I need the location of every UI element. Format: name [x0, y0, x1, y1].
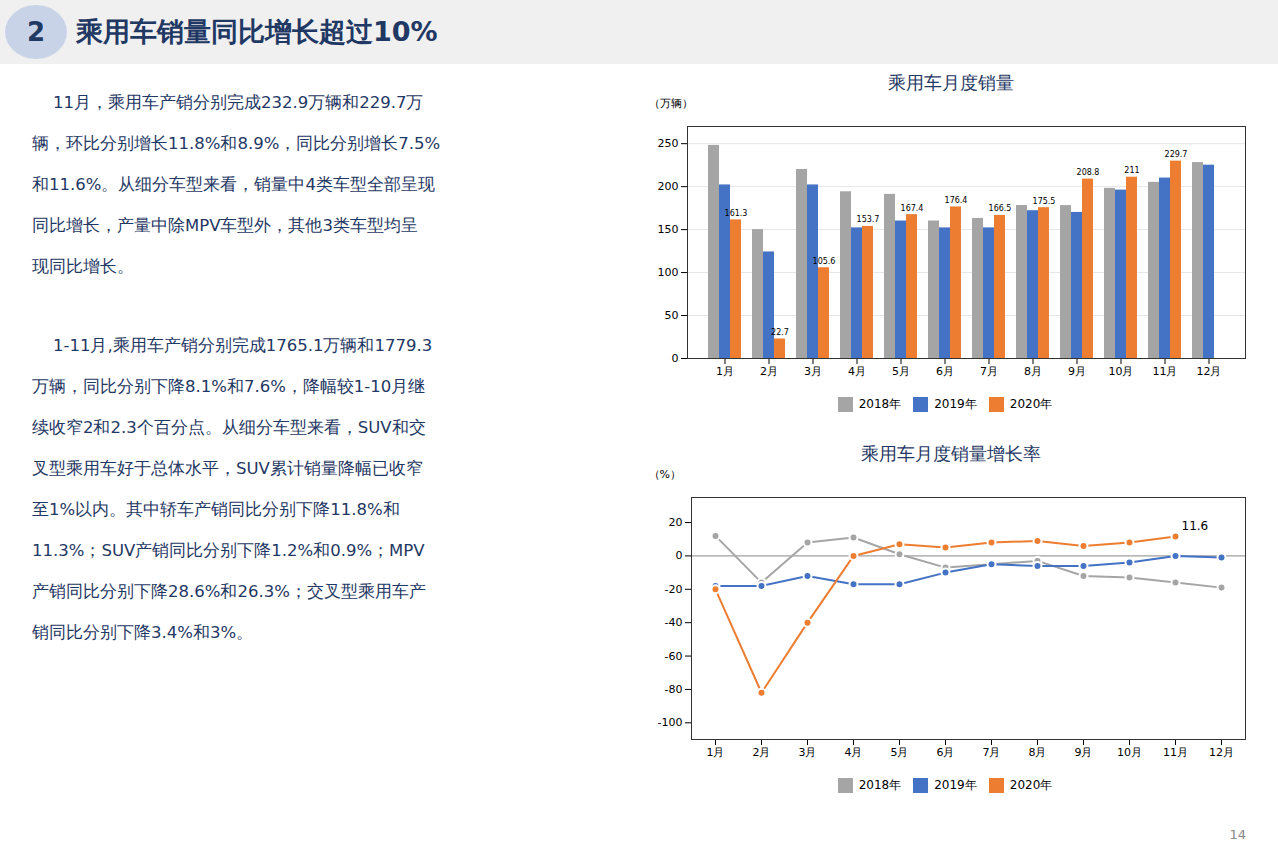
html-text:乘用车月度销量: 乘用车月度销量 — [888, 72, 1014, 93]
svg-text:208.8: 208.8 — [1077, 168, 1100, 177]
svg-text:167.4: 167.4 — [901, 204, 924, 213]
svg-text:-100: -100 — [658, 716, 683, 729]
svg-text:4月: 4月 — [845, 746, 863, 759]
svg-text:200: 200 — [658, 180, 679, 193]
svg-text:0: 0 — [676, 549, 683, 562]
svg-text:（%）: （%） — [649, 468, 681, 481]
svg-text:12月: 12月 — [1197, 365, 1222, 378]
svg-text:-60: -60 — [665, 650, 683, 663]
svg-text:2月: 2月 — [760, 365, 778, 378]
svg-text:12月: 12月 — [1209, 746, 1234, 759]
html-text:和11.6%。从细分车型来看，销量中4类车型全部呈现: 和11.6%。从细分车型来看，销量中4类车型全部呈现 — [32, 175, 435, 194]
svg-text:-40: -40 — [665, 616, 683, 629]
html-text:2019年: 2019年 — [934, 778, 977, 792]
html-text:万辆，同比分别下降8.1%和7.6%，降幅较1-10月继: 万辆，同比分别下降8.1%和7.6%，降幅较1-10月继 — [32, 377, 426, 396]
html-text:11月，乘用车产销分别完成232.9万辆和229.7万: 11月，乘用车产销分别完成232.9万辆和229.7万 — [32, 93, 424, 112]
svg-text:6月: 6月 — [936, 365, 954, 378]
svg-text:-20: -20 — [665, 583, 683, 596]
svg-text:211: 211 — [1124, 166, 1139, 175]
html-text:现同比增长。: 现同比增长。 — [32, 257, 134, 276]
html-text:乘用车月度销量增长率: 乘用车月度销量增长率 — [861, 443, 1041, 464]
html-text:同比增长，产量中除MPV车型外，其他3类车型均呈: 同比增长，产量中除MPV车型外，其他3类车型均呈 — [32, 216, 418, 235]
svg-text:（万辆）: （万辆） — [649, 97, 693, 110]
svg-text:5月: 5月 — [891, 746, 909, 759]
svg-text:161.3: 161.3 — [725, 209, 748, 218]
svg-text:-80: -80 — [665, 683, 683, 696]
svg-text:229.7: 229.7 — [1165, 150, 1188, 159]
svg-text:11月: 11月 — [1153, 365, 1178, 378]
html-text:乘用车销量同比增长超过10%: 乘用车销量同比增长超过10% — [76, 16, 438, 47]
html-text:2019年: 2019年 — [934, 397, 977, 411]
svg-text:1月: 1月 — [716, 365, 734, 378]
html-text:2018年: 2018年 — [858, 778, 902, 792]
svg-text:7月: 7月 — [983, 746, 1001, 759]
svg-text:153.7: 153.7 — [857, 215, 880, 224]
svg-text:175.5: 175.5 — [1033, 197, 1056, 206]
svg-text:250: 250 — [658, 137, 679, 150]
html-text:辆，环比分别增长11.8%和8.9%，同比分别增长7.5%: 辆，环比分别增长11.8%和8.9%，同比分别增长7.5% — [32, 134, 441, 153]
svg-text:0: 0 — [672, 352, 679, 365]
html-text:2: 2 — [27, 17, 45, 47]
svg-text:22.7: 22.7 — [771, 328, 789, 337]
svg-text:20: 20 — [669, 516, 683, 529]
svg-text:10月: 10月 — [1109, 365, 1134, 378]
svg-text:10月: 10月 — [1117, 746, 1142, 759]
svg-text:6月: 6月 — [937, 746, 955, 759]
html-text:2020年: 2020年 — [1009, 397, 1053, 411]
svg-text:7月: 7月 — [980, 365, 998, 378]
html-text:产销同比分别下降28.6%和26.3%；交叉型乘用车产: 产销同比分别下降28.6%和26.3%；交叉型乘用车产 — [32, 582, 426, 601]
html-text:销同比分别下降3.4%和3%。: 销同比分别下降3.4%和3%。 — [32, 623, 254, 642]
html-text:14: 14 — [1229, 827, 1246, 842]
svg-text:11.6: 11.6 — [1182, 519, 1209, 533]
svg-text:50: 50 — [665, 309, 679, 322]
html-text:至1%以内。其中轿车产销同比分别下降11.8%和: 至1%以内。其中轿车产销同比分别下降11.8%和 — [32, 500, 400, 519]
svg-text:2月: 2月 — [753, 746, 771, 759]
svg-text:8月: 8月 — [1024, 365, 1042, 378]
svg-text:4月: 4月 — [848, 365, 866, 378]
html-text:1-11月,乘用车产销分别完成1765.1万辆和1779.3: 1-11月,乘用车产销分别完成1765.1万辆和1779.3 — [32, 336, 433, 355]
svg-text:1月: 1月 — [707, 746, 725, 759]
svg-text:150: 150 — [658, 223, 679, 236]
html-text:2020年: 2020年 — [1009, 778, 1053, 792]
svg-text:8月: 8月 — [1029, 746, 1047, 759]
svg-text:3月: 3月 — [804, 365, 822, 378]
svg-text:11月: 11月 — [1163, 746, 1188, 759]
svg-text:176.4: 176.4 — [945, 196, 968, 205]
html-text:2018年: 2018年 — [858, 397, 902, 411]
svg-text:3月: 3月 — [799, 746, 817, 759]
svg-text:9月: 9月 — [1075, 746, 1093, 759]
svg-text:5月: 5月 — [892, 365, 910, 378]
html-text:叉型乘用车好于总体水平，SUV累计销量降幅已收窄: 叉型乘用车好于总体水平，SUV累计销量降幅已收窄 — [32, 459, 423, 478]
html-text:续收窄2和2.3个百分点。从细分车型来看，SUV和交: 续收窄2和2.3个百分点。从细分车型来看，SUV和交 — [32, 418, 426, 437]
svg-text:105.6: 105.6 — [813, 257, 836, 266]
svg-text:166.5: 166.5 — [989, 204, 1012, 213]
html-text:11.3%；SUV产销同比分别下降1.2%和0.9%；MPV: 11.3%；SUV产销同比分别下降1.2%和0.9%；MPV — [32, 541, 425, 560]
svg-text:100: 100 — [658, 266, 679, 279]
svg-text:9月: 9月 — [1068, 365, 1086, 378]
